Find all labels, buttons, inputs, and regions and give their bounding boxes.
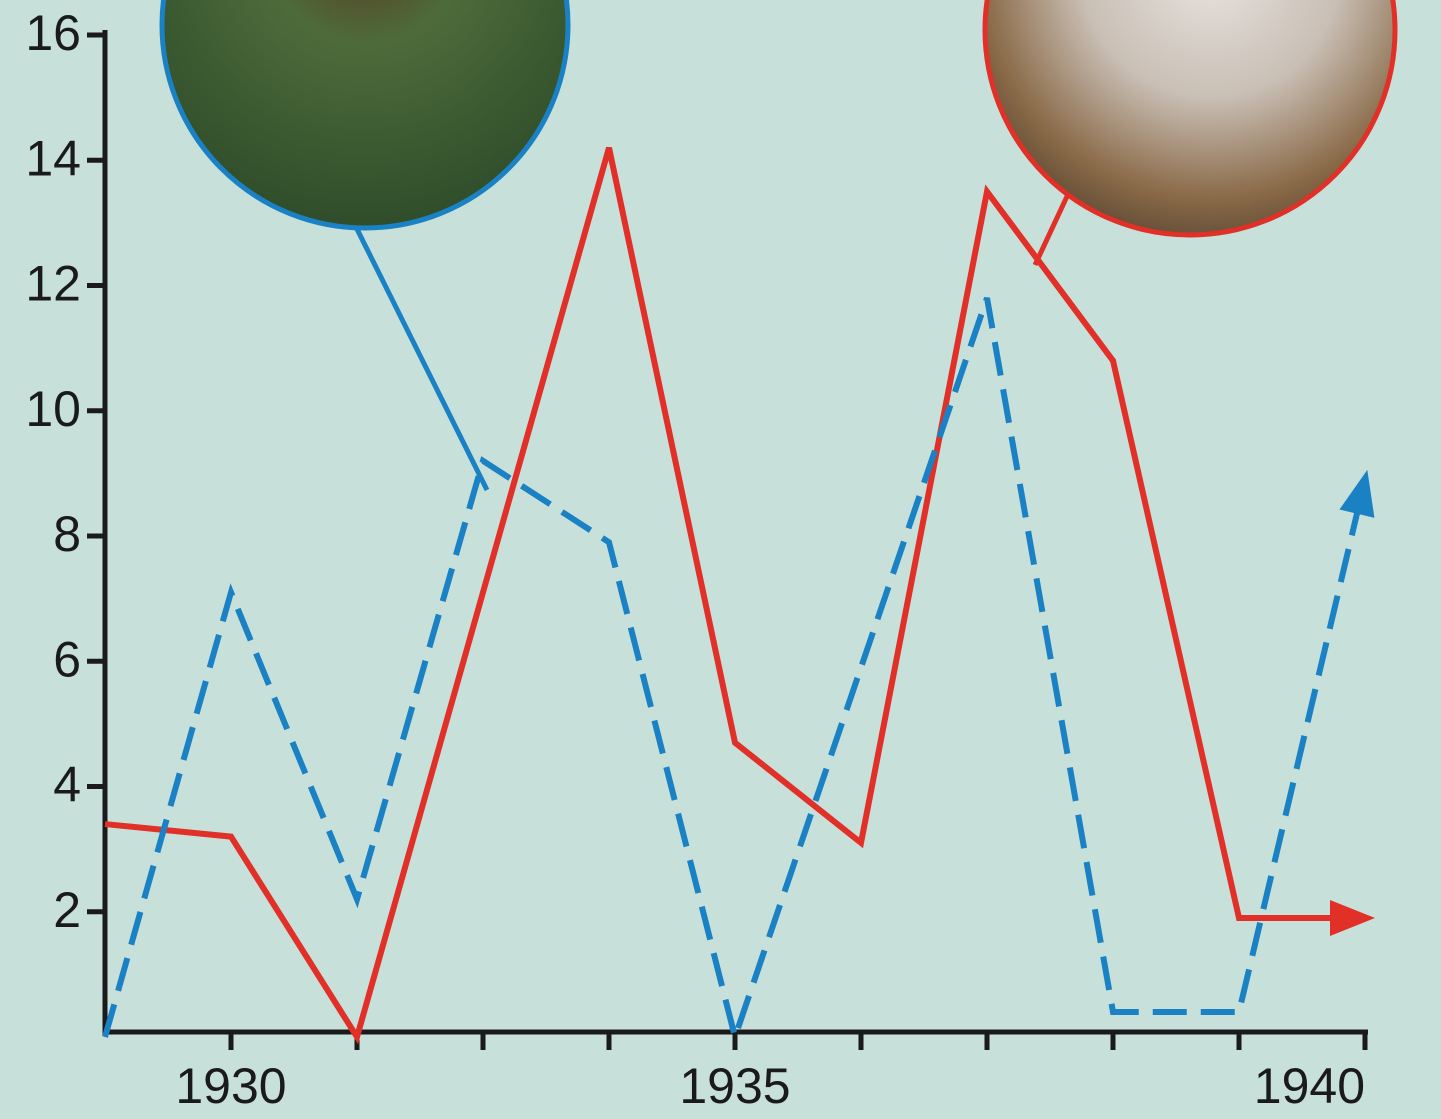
y-tick-label: 2 bbox=[53, 882, 81, 938]
y-tick-label: 12 bbox=[25, 256, 81, 312]
y-tick-label: 16 bbox=[25, 5, 81, 61]
chart: 2 4 6 8 10 12 14 16 1930 1935 1940 bbox=[0, 0, 1441, 1119]
x-tick-label: 1930 bbox=[175, 1058, 286, 1114]
y-tick-label: 8 bbox=[53, 506, 81, 562]
y-tick-label: 14 bbox=[25, 130, 81, 186]
x-tick-label: 1940 bbox=[1254, 1058, 1365, 1114]
y-tick-label: 4 bbox=[53, 757, 81, 813]
y-tick-label: 10 bbox=[25, 381, 81, 437]
x-tick-label: 1935 bbox=[679, 1058, 790, 1114]
y-tick-label: 6 bbox=[53, 631, 81, 687]
